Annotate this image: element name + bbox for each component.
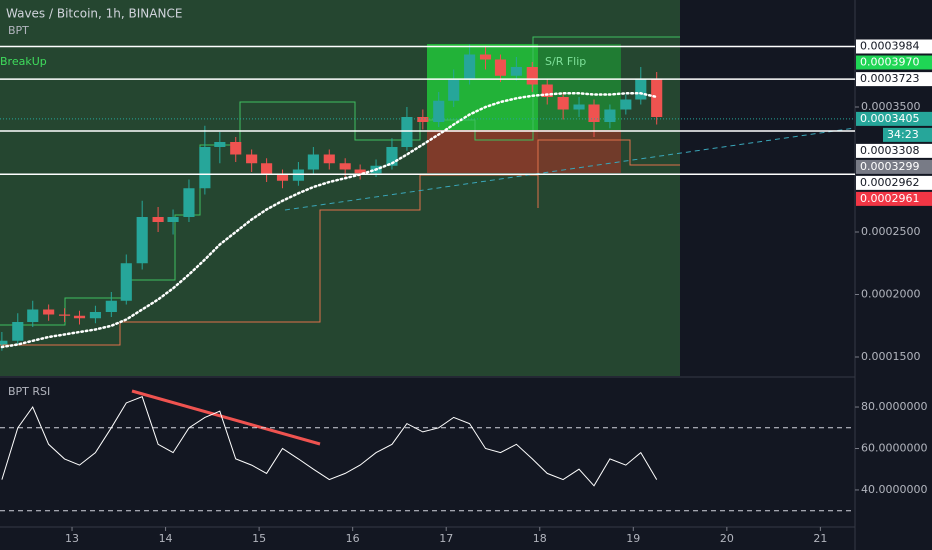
x-tick-label: 16 <box>346 532 360 545</box>
annotation: S/R Flip <box>545 55 586 68</box>
candle-body <box>401 117 413 147</box>
level-label: 0.0003405 <box>860 112 920 125</box>
candle-body <box>230 142 242 155</box>
candle-body <box>261 163 273 175</box>
candle-body <box>136 217 148 264</box>
x-tick-label: 18 <box>533 532 547 545</box>
x-tick-label: 17 <box>439 532 453 545</box>
x-tick-label: 19 <box>626 532 640 545</box>
candle-body <box>73 315 86 319</box>
flip-support-zone <box>538 130 621 173</box>
candle-body <box>339 163 351 170</box>
candle-body <box>246 154 258 164</box>
candle-body <box>651 79 663 117</box>
candle-body <box>448 79 460 101</box>
moving-average <box>0 92 658 349</box>
level-badge <box>856 55 932 70</box>
x-tick-label: 15 <box>252 532 266 545</box>
level-label: 0.0003984 <box>860 40 920 53</box>
rsi-tick-label: 80.0000000 <box>861 400 927 413</box>
candle-body <box>526 67 538 85</box>
candle-body <box>43 309 55 315</box>
rsi-tick-label: 60.0000000 <box>861 441 927 454</box>
x-tick-label: 14 <box>159 532 173 545</box>
candle-body <box>604 109 616 122</box>
candle-body <box>307 154 319 170</box>
level-badge <box>856 111 932 126</box>
annotation: BreakUp <box>0 55 47 68</box>
candle-body <box>12 322 24 341</box>
level-label: 0.0003299 <box>860 160 920 173</box>
level-label: 0.0002961 <box>860 192 920 205</box>
candle-body <box>214 142 226 147</box>
countdown-badge <box>883 127 932 142</box>
candle-body <box>557 97 569 110</box>
candle-body <box>105 300 117 312</box>
x-tick-label: 13 <box>65 532 79 545</box>
candle-body <box>635 79 647 100</box>
level-badge <box>856 143 932 158</box>
candle-body <box>323 154 335 164</box>
candle-body <box>183 188 195 217</box>
candle-body <box>573 104 585 110</box>
candle-body <box>58 314 71 316</box>
candle-body <box>620 99 632 110</box>
candle-body <box>510 67 522 76</box>
y-tick-label: 0.0003500 <box>861 100 921 113</box>
candle-body <box>276 174 289 181</box>
rsi-tick-label: 40.0000000 <box>861 483 927 496</box>
candle-body <box>199 147 211 189</box>
candle-body <box>588 104 600 122</box>
candle-body <box>27 309 39 322</box>
candle-body <box>292 169 304 181</box>
level-badge <box>856 39 932 54</box>
level-badge <box>856 191 932 206</box>
trend-line <box>284 127 856 211</box>
y-tick-label: 0.0002500 <box>861 225 921 238</box>
candle-body <box>479 54 492 60</box>
candle-body <box>0 340 8 345</box>
candle-body <box>386 147 398 166</box>
x-tick-label: 20 <box>720 532 734 545</box>
candle-body <box>417 117 429 122</box>
candle-body <box>152 217 164 222</box>
candle-body <box>494 59 507 76</box>
rsi-line <box>1 396 658 487</box>
level-badge <box>856 175 932 190</box>
level-badge <box>856 159 932 174</box>
candle-body <box>541 84 553 97</box>
candle-body <box>120 263 132 301</box>
countdown: 34:23 <box>887 128 919 141</box>
candle-body <box>167 217 179 222</box>
candle-body <box>464 54 476 80</box>
rsi-divergence <box>131 389 321 446</box>
level-badge <box>856 72 932 87</box>
chart-title: Waves / Bitcoin, 1h, BINANCE <box>6 7 182 21</box>
level-label: 0.0003970 <box>860 56 920 69</box>
level-label: 0.0002962 <box>860 176 920 189</box>
level-label: 0.0003723 <box>860 72 920 85</box>
y-tick-label: 0.0002000 <box>861 288 921 301</box>
candle-body <box>433 100 445 122</box>
indicator-name: BPT <box>8 24 29 37</box>
candle-body <box>354 169 366 174</box>
support-zone <box>427 130 538 173</box>
rsi-title: BPT RSI <box>8 385 50 398</box>
level-label: 0.0003308 <box>860 144 920 157</box>
candle-body <box>89 312 101 319</box>
x-tick-label: 21 <box>813 532 827 545</box>
y-tick-label: 0.0001500 <box>861 350 921 363</box>
